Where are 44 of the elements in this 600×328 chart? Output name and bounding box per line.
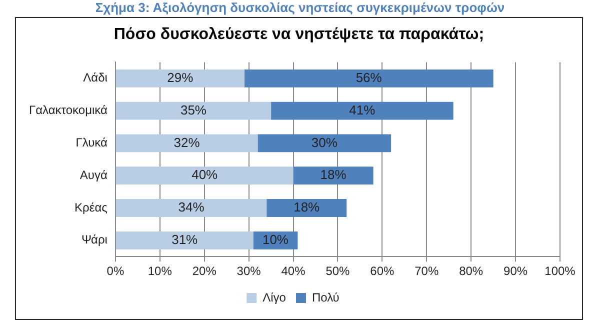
bar: [244, 69, 494, 88]
data-label: 35%: [180, 102, 207, 118]
chart-title: Σχήμα 3: Αξιολόγηση δυσκολίας νηστείας συγκεκριμένων τροφών: [94, 0, 506, 16]
x-tick-label: 20%: [192, 264, 217, 278]
bar: [116, 166, 294, 185]
data-label: 31%: [172, 232, 198, 247]
y-tick-label: Λάδι: [83, 70, 108, 85]
y-tick-label: Γλυκά: [76, 136, 108, 150]
data-label: 10%: [262, 232, 289, 247]
bar: [293, 166, 374, 185]
bar: [116, 69, 244, 88]
data-label: 32%: [174, 134, 200, 150]
x-tick-label: 50%: [326, 264, 350, 278]
y-tick-label: Αυγά: [80, 168, 108, 182]
data-label: 30%: [311, 134, 338, 150]
x-tick-label: 0%: [106, 264, 124, 278]
bar: [116, 199, 267, 217]
y-tick-label: Ψάρι: [81, 232, 108, 247]
x-tick-label: 30%: [236, 264, 262, 278]
bar: [116, 231, 254, 250]
x-tick-label: 70%: [414, 264, 439, 278]
bar: [258, 134, 392, 152]
data-label: 34%: [178, 200, 205, 215]
x-tick-label: 60%: [370, 264, 395, 278]
chart-subtitle: Πόσο δυσκολεύεστε να νηστέψετε τα παρακάτω;: [112, 26, 486, 44]
x-tick-label: 10%: [148, 264, 172, 278]
y-tick-label: Γαλακτοκομικά: [28, 103, 108, 118]
y-tick-label: Κρέας: [74, 200, 108, 214]
legend-label: Πολύ: [312, 290, 340, 304]
x-tick-label: 80%: [459, 264, 484, 278]
data-label: 41%: [349, 102, 376, 118]
data-label: 56%: [356, 70, 382, 85]
bar: [271, 102, 454, 120]
bar: [116, 102, 272, 120]
bar: [266, 199, 347, 217]
bar: [116, 134, 258, 152]
legend-label: Λίγο: [262, 290, 286, 304]
x-tick-label: 100%: [544, 264, 576, 278]
data-label: 29%: [167, 70, 194, 85]
data-label: 18%: [294, 200, 320, 215]
x-tick-label: 90%: [504, 264, 528, 278]
x-tick-label: 40%: [281, 264, 306, 278]
data-label: 40%: [192, 167, 218, 182]
data-label: 18%: [320, 167, 347, 182]
